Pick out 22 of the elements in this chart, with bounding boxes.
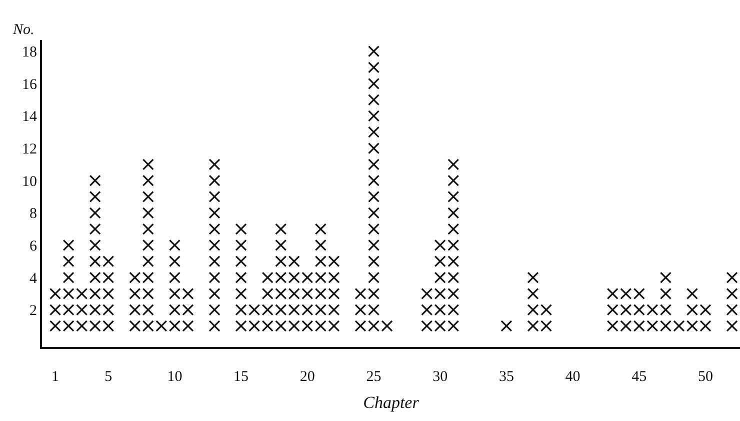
y-tick-label: 2 (30, 303, 37, 320)
y-axis-title: No. (12, 22, 34, 38)
y-tick-label: 12 (22, 142, 37, 158)
x-tick-label: 10 (167, 369, 182, 385)
x-tick-label: 15 (234, 369, 249, 385)
x-tick-label: 1 (52, 369, 60, 385)
x-tick-label: 50 (698, 369, 713, 385)
x-tick-label: 30 (432, 369, 448, 385)
x-tick-label: 20 (300, 369, 315, 385)
y-tick-label: 4 (30, 270, 38, 287)
x-axis-title: Chapter (363, 392, 420, 412)
y-tick-label: 18 (22, 44, 37, 61)
y-tick-label: 8 (30, 206, 37, 222)
x-tick-label: 5 (104, 369, 112, 385)
x-tick-label: 25 (366, 369, 382, 385)
y-tick-label: 6 (30, 238, 38, 254)
x-tick-label: 40 (565, 369, 580, 385)
y-tick-label: 14 (22, 109, 38, 126)
y-tick-label: 10 (22, 174, 37, 190)
x-tick-label: 45 (632, 369, 647, 385)
y-tick-label: 16 (22, 76, 38, 93)
x-tick-label: 35 (498, 369, 514, 385)
